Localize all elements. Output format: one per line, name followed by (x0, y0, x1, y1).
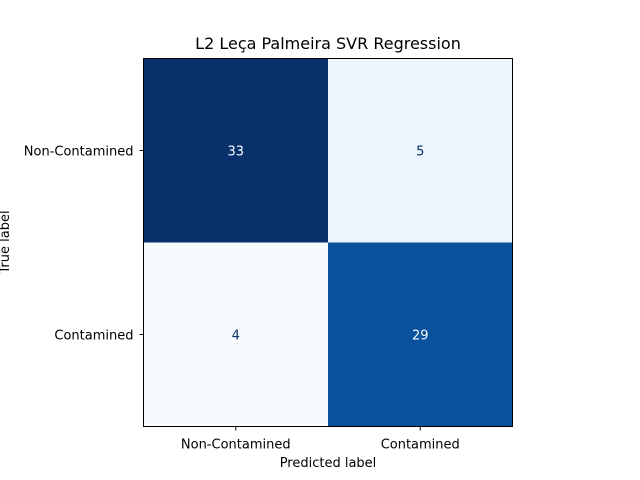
x-tick-label: Non-Contamined (181, 438, 291, 453)
matrix-cell-1-1 (328, 242, 513, 427)
matrix-cell-0-0 (143, 58, 329, 243)
y-tick-label: Contamined (54, 329, 133, 344)
matrix-cell-0-1 (328, 58, 513, 243)
y-tick-label: Non-Contamined (24, 145, 134, 160)
cell-value-label: 4 (232, 329, 240, 344)
cell-value-label: 33 (227, 145, 244, 160)
x-axis-ticks: Non-Contamined Contamined (181, 426, 460, 453)
chart-title: L2 Leça Palmeira SVR Regression (195, 34, 461, 53)
matrix-cells: 33 5 4 29 (143, 58, 513, 427)
x-tick-label: Contamined (381, 438, 460, 453)
y-axis-ticks: Non-Contamined Contamined (24, 145, 144, 344)
matrix-cell-1-0 (143, 242, 329, 427)
y-axis-label: True label (0, 210, 13, 274)
cell-value-label: 29 (412, 329, 429, 344)
x-axis-label: Predicted label (280, 456, 377, 471)
plot-frame (143, 58, 513, 427)
cell-value-label: 5 (416, 145, 424, 160)
